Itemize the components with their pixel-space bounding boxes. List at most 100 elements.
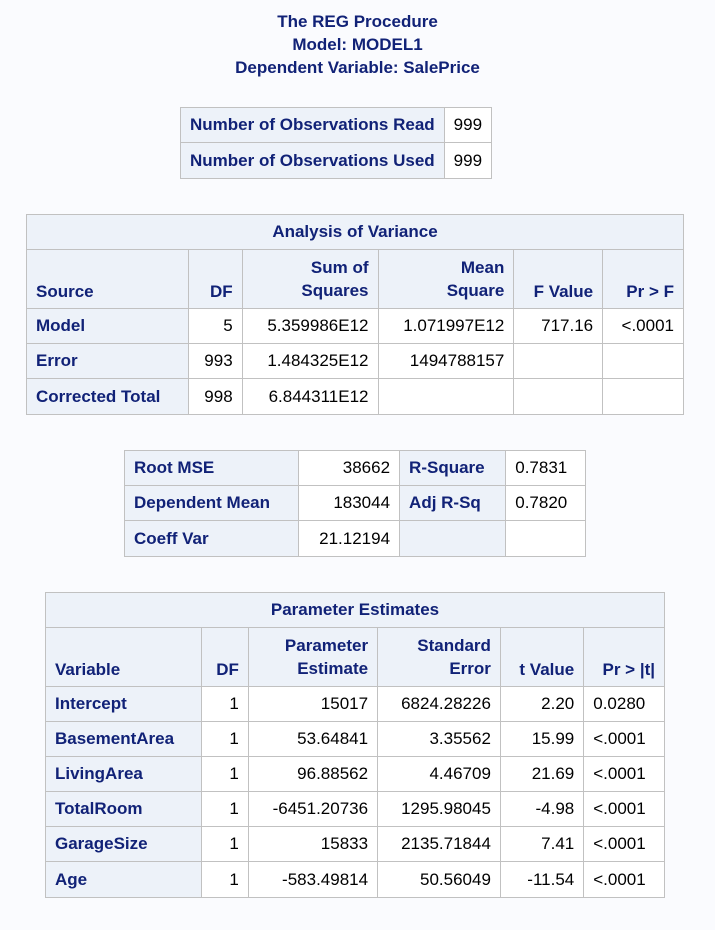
fit-value: 21.12194: [298, 520, 401, 557]
parameter-estimates-table: Parameter Estimates Variable DF Paramete…: [45, 592, 665, 898]
param-variable: TotalRoom: [45, 791, 202, 827]
params-header-t: t Value: [499, 627, 585, 687]
param-estimate: 96.88562: [247, 756, 379, 792]
anova-f: 717.16: [513, 308, 604, 344]
table-row: Age 1 -583.49814 50.56049 -11.54 <.0001: [45, 861, 665, 898]
table-row: Variable DF Parameter Estimate Standard Er…: [45, 627, 665, 687]
param-variable: BasementArea: [45, 721, 202, 757]
anova-f: [513, 378, 604, 415]
obs-used-value: 999: [443, 142, 493, 179]
fit-label: R-Square: [399, 450, 507, 486]
anova-ss: 6.844311E12: [241, 378, 379, 415]
param-estimate: -583.49814: [247, 861, 379, 898]
anova-header-ms: Mean Square: [377, 249, 515, 309]
param-t: -11.54: [499, 861, 585, 898]
anova-header-df: DF: [188, 249, 243, 309]
param-variable: LivingArea: [45, 756, 202, 792]
fit-value: 183044: [298, 485, 401, 521]
param-p: 0.0280: [583, 686, 665, 722]
param-variable: Intercept: [45, 686, 202, 722]
title-model: Model: MODEL1: [292, 35, 423, 54]
anova-p: [602, 378, 684, 415]
param-df: 1: [200, 756, 249, 792]
anova-source: Model: [25, 308, 190, 344]
param-estimate: 15017: [247, 686, 379, 722]
param-stderr: 2135.71844: [377, 826, 501, 862]
param-df: 1: [200, 826, 249, 862]
table-row: Root MSE 38662 R-Square 0.7831: [123, 450, 586, 486]
params-caption: Parameter Estimates: [45, 592, 665, 628]
param-estimate: 53.64841: [247, 721, 379, 757]
params-header-variable: Variable: [45, 627, 202, 687]
table-row: Coeff Var 21.12194: [123, 520, 586, 557]
param-t: 21.69: [499, 756, 585, 792]
fit-label: [399, 520, 507, 557]
param-t: 7.41: [499, 826, 585, 862]
anova-header-ss: Sum of Squares: [241, 249, 379, 309]
param-p: <.0001: [583, 861, 665, 898]
param-stderr: 1295.98045: [377, 791, 501, 827]
anova-p: <.0001: [602, 308, 684, 344]
table-row: Analysis of Variance: [26, 214, 684, 250]
anova-table: Analysis of Variance Source DF Sum of Squ…: [25, 214, 684, 415]
anova-p: [602, 343, 684, 379]
fit-label: Adj R-Sq: [399, 485, 507, 521]
table-row: TotalRoom 1 -6451.20736 1295.98045 -4.98…: [45, 791, 665, 827]
params-header-df: DF: [200, 627, 249, 687]
fit-value: 38662: [298, 450, 401, 486]
table-row: Model 5 5.359986E12 1.071997E12 717.16 <…: [25, 308, 684, 344]
param-p: <.0001: [583, 756, 665, 792]
param-estimate: -6451.20736: [247, 791, 379, 827]
table-row: LivingArea 1 96.88562 4.46709 21.69 <.00…: [45, 756, 665, 792]
observations-table: Number of Observations Read 999 Number o…: [180, 107, 493, 179]
anova-ms: 1.071997E12: [377, 308, 515, 344]
param-p: <.0001: [583, 826, 665, 862]
table-row: Number of Observations Read 999: [180, 107, 493, 143]
param-estimate: 15833: [247, 826, 379, 862]
anova-df: 998: [188, 378, 243, 415]
params-header-stderr: Standard Error: [377, 627, 501, 687]
anova-df: 993: [188, 343, 243, 379]
params-header-p: Pr > |t|: [583, 627, 665, 687]
table-row: Error 993 1.484325E12 1494788157: [25, 343, 684, 379]
title-dependent-variable: Dependent Variable: SalePrice: [235, 58, 480, 77]
fit-value: 0.7820: [505, 485, 586, 521]
anova-header-f: F Value: [513, 249, 604, 309]
param-t: 15.99: [499, 721, 585, 757]
param-df: 1: [200, 791, 249, 827]
anova-header-source: Source: [25, 249, 190, 309]
table-row: Number of Observations Used 999: [180, 142, 493, 179]
param-t: -4.98: [499, 791, 585, 827]
fit-label: Root MSE: [123, 450, 300, 486]
obs-read-label: Number of Observations Read: [180, 107, 445, 143]
table-row: Corrected Total 998 6.844311E12: [25, 378, 684, 415]
table-row: Source DF Sum of Squares Mean Square F Val…: [25, 249, 684, 309]
table-row: BasementArea 1 53.64841 3.35562 15.99 <.…: [45, 721, 665, 757]
obs-used-label: Number of Observations Used: [180, 142, 445, 179]
param-variable: Age: [45, 861, 202, 898]
anova-source: Corrected Total: [25, 378, 190, 415]
fit-value: 0.7831: [505, 450, 586, 486]
anova-header-p: Pr > F: [602, 249, 684, 309]
param-p: <.0001: [583, 721, 665, 757]
title-procedure: The REG Procedure: [277, 12, 438, 31]
anova-ss: 5.359986E12: [241, 308, 379, 344]
table-row: GarageSize 1 15833 2135.71844 7.41 <.000…: [45, 826, 665, 862]
anova-ss: 1.484325E12: [241, 343, 379, 379]
param-variable: GarageSize: [45, 826, 202, 862]
param-stderr: 3.35562: [377, 721, 501, 757]
params-header-estimate: Parameter Estimate: [247, 627, 379, 687]
param-stderr: 50.56049: [377, 861, 501, 898]
procedure-titles: The REG Procedure Model: MODEL1 Dependen…: [0, 10, 715, 79]
param-df: 1: [200, 686, 249, 722]
table-row: Intercept 1 15017 6824.28226 2.20 0.0280: [45, 686, 665, 722]
table-row: Parameter Estimates: [45, 592, 665, 628]
param-p: <.0001: [583, 791, 665, 827]
anova-caption: Analysis of Variance: [26, 214, 684, 250]
table-row: Dependent Mean 183044 Adj R-Sq 0.7820: [123, 485, 586, 521]
fit-value: [505, 520, 586, 557]
anova-df: 5: [188, 308, 243, 344]
anova-ms: [377, 378, 515, 415]
anova-f: [513, 343, 604, 379]
fit-label: Dependent Mean: [123, 485, 300, 521]
